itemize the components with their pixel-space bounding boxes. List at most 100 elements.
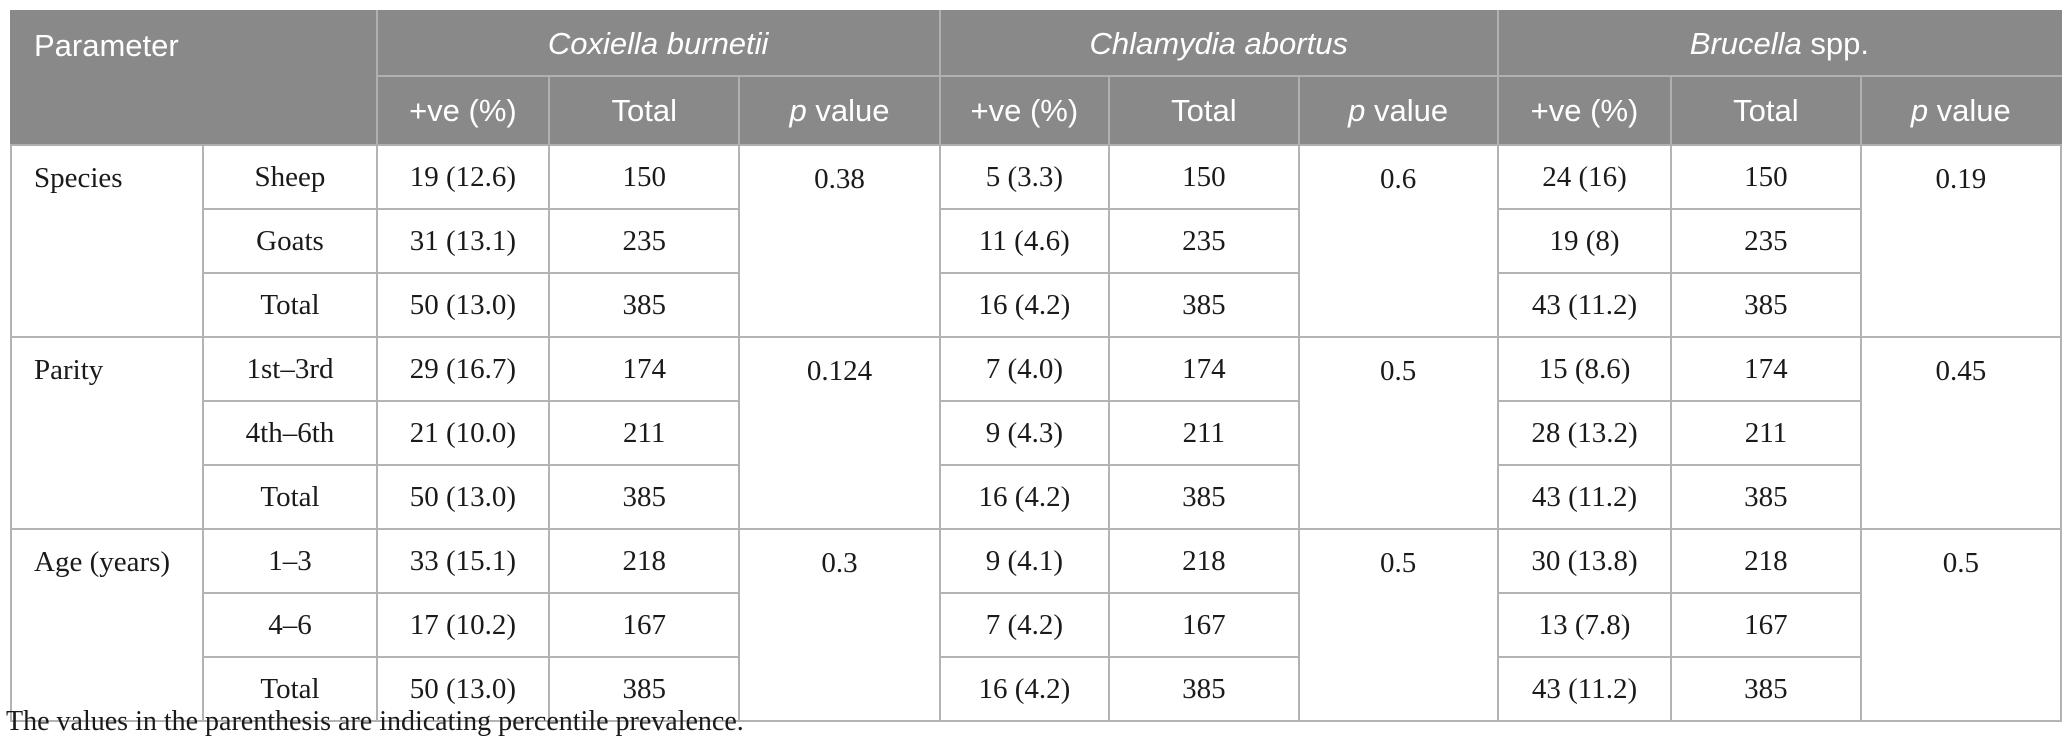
column-header-pvalue-chlamydia: p value [1297, 75, 1499, 146]
total-cell: 150 [1108, 144, 1300, 210]
p-value-cell: 0.19 [1859, 144, 2063, 338]
row-label-cell: 1–3 [202, 528, 378, 594]
positive-cell: 15 (8.6) [1496, 336, 1673, 402]
column-group-brucella: Brucella spp. [1496, 10, 2063, 77]
row-label-cell: Total [202, 656, 378, 722]
table-row: Parity 1st–3rd 29 (16.7) 174 0.124 7 (4.… [9, 336, 2063, 530]
p-rest: value [1365, 92, 1449, 128]
column-header-total-coxiella: Total [548, 75, 741, 146]
total-cell: 385 [1670, 272, 1862, 338]
p-value-cell: 0.3 [738, 528, 941, 722]
subheader-row: +ve (%) Total p value +ve (%) Total p va… [11, 75, 2063, 146]
p-value-cell: 0.38 [738, 144, 941, 338]
positive-cell: 24 (16) [1496, 144, 1673, 210]
total-cell: 385 [1108, 272, 1300, 338]
p-italic: p [789, 92, 807, 128]
parameter-cell: Species [9, 144, 205, 338]
total-cell: 174 [548, 336, 741, 402]
total-cell: 235 [1108, 208, 1300, 274]
column-header-pvalue-brucella: p value [1859, 75, 2063, 146]
positive-cell: 33 (15.1) [375, 528, 551, 594]
total-cell: 218 [548, 528, 741, 594]
table-row: 4th–6th 21 (10.0) 211 9 (4.3) 211 28 (13… [11, 400, 2061, 466]
row-label-cell: 4th–6th [202, 400, 378, 466]
table-body: Species Sheep 19 (12.6) 150 0.38 5 (3.3)… [9, 144, 2063, 722]
table-row: 4–6 17 (10.2) 167 7 (4.2) 167 13 (7.8) 1… [11, 592, 2061, 658]
p-rest: value [1928, 92, 2011, 128]
table-row: Age (years) 1–3 33 (15.1) 218 0.3 9 (4.1… [9, 528, 2063, 722]
total-cell: 167 [548, 592, 741, 658]
row-label-cell: 4–6 [202, 592, 378, 658]
total-cell: 385 [1670, 656, 1862, 722]
total-cell: 150 [1670, 144, 1862, 210]
table-header: Parameter Coxiella burnetii Chlamydia ab… [10, 10, 2063, 146]
column-header-pvalue-coxiella: p value [738, 75, 941, 146]
total-cell: 385 [1108, 464, 1300, 530]
positive-cell: 16 (4.2) [938, 656, 1111, 722]
total-cell: 174 [1108, 336, 1300, 402]
p-value-cell: 0.5 [1859, 528, 2063, 722]
row-label-cell: Sheep [202, 144, 378, 210]
group-name-italic: Coxiella burnetii [547, 25, 769, 61]
column-header-total-brucella: Total [1670, 75, 1862, 146]
total-cell: 211 [1108, 400, 1300, 466]
p-value-cell: 0.5 [1297, 336, 1499, 530]
total-cell: 385 [548, 272, 741, 338]
positive-cell: 9 (4.3) [938, 400, 1111, 466]
table-row: Species Sheep 19 (12.6) 150 0.38 5 (3.3)… [9, 144, 2063, 338]
p-italic: p [1348, 92, 1366, 128]
table-row: Total 50 (13.0) 385 16 (4.2) 385 43 (11.… [11, 656, 2061, 722]
positive-cell: 16 (4.2) [938, 272, 1111, 338]
positive-cell: 30 (13.8) [1496, 528, 1673, 594]
prevalence-table: Parameter Coxiella burnetii Chlamydia ab… [9, 10, 2063, 722]
p-value-cell: 0.6 [1297, 144, 1499, 338]
positive-cell: 43 (11.2) [1496, 656, 1673, 722]
total-cell: 235 [548, 208, 741, 274]
positive-cell: 31 (13.1) [375, 208, 551, 274]
row-label-cell: 1st–3rd [202, 336, 378, 402]
positive-cell: 16 (4.2) [938, 464, 1111, 530]
column-header-total-chlamydia: Total [1108, 75, 1300, 146]
positive-cell: 21 (10.0) [375, 400, 551, 466]
p-rest: value [806, 92, 890, 128]
group-name-regular: spp. [1801, 25, 1869, 61]
positive-cell: 50 (13.0) [375, 272, 551, 338]
total-cell: 235 [1670, 208, 1862, 274]
positive-cell: 43 (11.2) [1496, 464, 1673, 530]
positive-cell: 50 (13.0) [375, 656, 551, 722]
row-label-cell: Total [202, 464, 378, 530]
column-group-coxiella: Coxiella burnetii [375, 10, 941, 77]
positive-cell: 17 (10.2) [375, 592, 551, 658]
total-cell: 385 [548, 656, 741, 722]
total-cell: 385 [1670, 464, 1862, 530]
p-value-cell: 0.5 [1297, 528, 1499, 722]
total-cell: 150 [548, 144, 741, 210]
positive-cell: 43 (11.2) [1496, 272, 1673, 338]
column-header-positive-chlamydia: +ve (%) [938, 75, 1111, 146]
total-cell: 167 [1670, 592, 1862, 658]
column-group-chlamydia: Chlamydia abortus [938, 10, 1499, 77]
positive-cell: 13 (7.8) [1496, 592, 1673, 658]
group-header-row: Parameter Coxiella burnetii Chlamydia ab… [10, 10, 2063, 146]
column-header-positive-coxiella: +ve (%) [375, 75, 551, 146]
group-name-italic: Chlamydia abortus [1089, 25, 1348, 61]
positive-cell: 9 (4.1) [938, 528, 1111, 594]
table-row: Total 50 (13.0) 385 16 (4.2) 385 43 (11.… [11, 272, 2061, 338]
p-value-cell: 0.45 [1859, 336, 2063, 530]
positive-cell: 5 (3.3) [938, 144, 1111, 210]
row-label-cell: Goats [202, 208, 378, 274]
table-footnote: The values in the parenthesis are indica… [6, 706, 744, 737]
p-italic: p [1910, 92, 1929, 128]
row-label-cell: Total [202, 272, 378, 338]
total-cell: 218 [1108, 528, 1300, 594]
positive-cell: 28 (13.2) [1496, 400, 1673, 466]
positive-cell: 29 (16.7) [375, 336, 551, 402]
positive-cell: 19 (12.6) [375, 144, 551, 210]
total-cell: 211 [1670, 400, 1862, 466]
total-cell: 385 [548, 464, 741, 530]
parameter-cell: Parity [9, 336, 205, 530]
positive-cell: 11 (4.6) [938, 208, 1111, 274]
total-cell: 174 [1670, 336, 1862, 402]
positive-cell: 7 (4.2) [938, 592, 1111, 658]
